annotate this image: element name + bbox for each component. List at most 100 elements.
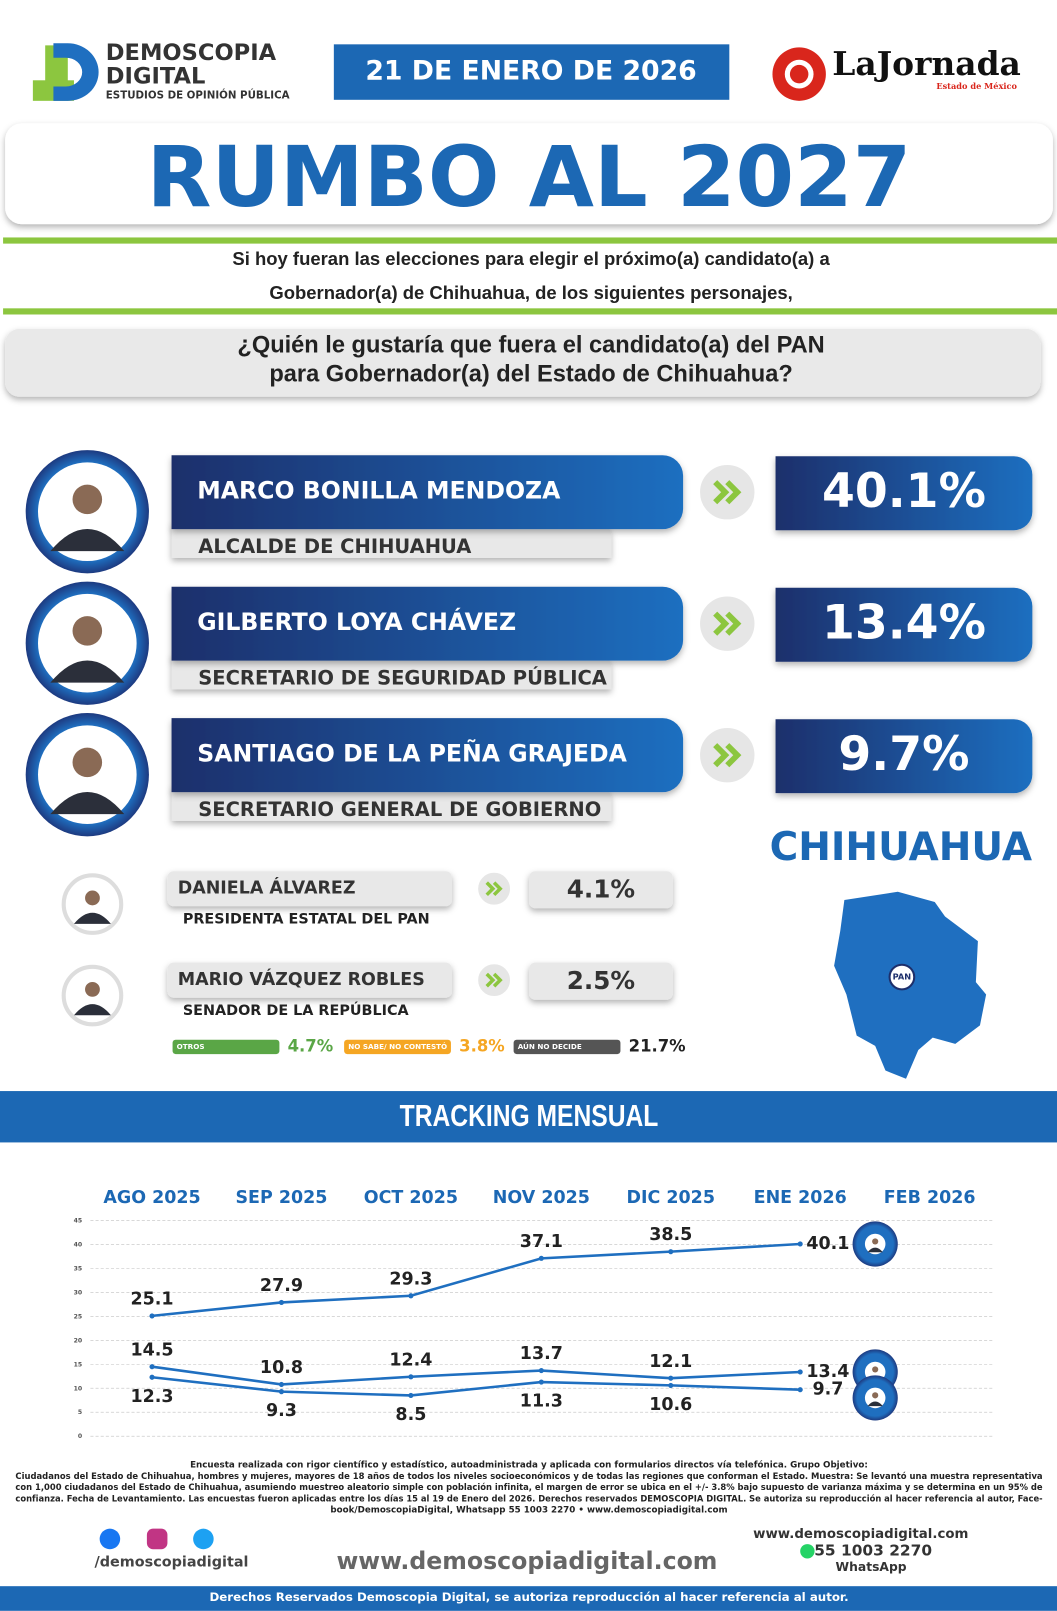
photo-body: [50, 660, 125, 683]
series-line: [151, 1375, 801, 1397]
result-box: [529, 871, 673, 909]
intro-text: Gobernador(a) de Chihuahua, de los sigui…: [269, 282, 792, 303]
y-tick-label: 25: [74, 1313, 83, 1320]
divider: [3, 308, 1057, 315]
result-box: [529, 962, 673, 1000]
others-label: OTROS: [177, 1042, 205, 1051]
arrow-icon: [485, 881, 503, 897]
value-label: 12.1: [649, 1352, 692, 1372]
twitter-icon[interactable]: [193, 1528, 214, 1550]
brand-logo: [32, 43, 99, 101]
candidate-name: SANTIAGO DE LA PEÑA GRAJEDA: [197, 740, 627, 768]
candidate-result: 9.7%: [838, 727, 969, 782]
date: 21 DE ENERO DE 2026: [365, 56, 696, 87]
partner-edition: Estado de México: [936, 81, 1017, 91]
social-handle: /demoscopiadigital: [95, 1555, 249, 1571]
y-tick-label: 15: [74, 1361, 83, 1368]
role-bar: [171, 523, 612, 558]
state-name: CHIHUAHUA: [770, 825, 1032, 870]
methodology: Encuesta realizada con rigor científico …: [190, 1459, 868, 1470]
y-tick-label: 45: [74, 1217, 83, 1224]
value-label: 14.5: [130, 1340, 173, 1360]
instagram-icon[interactable]: [146, 1528, 168, 1550]
candidate-result: 4.1%: [567, 875, 635, 904]
brand-name: DEMOSCOPIA: [106, 40, 277, 66]
value-label: 12.3: [130, 1387, 173, 1407]
candidate-role: PRESIDENTA ESTATAL DEL PAN: [183, 912, 430, 928]
x-tick-label: DIC 2025: [627, 1188, 715, 1208]
arrow-icon: [713, 611, 742, 636]
candidate-result: 40.1%: [822, 464, 986, 519]
point: [538, 1255, 544, 1261]
y-tick-label: 5: [78, 1409, 82, 1416]
name-bar: [171, 586, 684, 661]
phone: 55 1003 2270: [814, 1542, 932, 1560]
value-label: 12.4: [389, 1350, 432, 1370]
point: [278, 1299, 285, 1306]
name-bar: [167, 871, 452, 907]
candidate-result: 2.5%: [567, 966, 635, 995]
photo-head: [72, 747, 103, 778]
y-tick-label: 20: [74, 1337, 83, 1344]
series-line: [151, 1365, 801, 1386]
photo-body: [867, 1401, 883, 1407]
photo-body: [50, 528, 125, 552]
value-label: 11.3: [520, 1392, 563, 1412]
others-bar: [172, 1039, 280, 1055]
point: [538, 1379, 544, 1385]
y-tick-label: 10: [74, 1385, 83, 1392]
tracking-band: [0, 1091, 1057, 1143]
x-tick-label: AGO 2025: [103, 1188, 200, 1208]
website: www.demoscopiadigital.com: [337, 1547, 718, 1575]
photo-head: [85, 981, 100, 997]
photo-head: [85, 890, 100, 906]
photo-body: [50, 791, 125, 815]
others-result: 4.7%: [288, 1036, 334, 1055]
others-bar: [344, 1039, 451, 1055]
date-box: [333, 44, 730, 100]
partner-logo: [772, 47, 826, 101]
point: [408, 1392, 414, 1399]
candidate-role: ALCALDE DE CHIHUAHUA: [198, 535, 471, 558]
footer-band: [0, 1586, 1057, 1611]
photo-body: [73, 1004, 111, 1016]
point: [797, 1369, 803, 1375]
photo-head: [72, 616, 103, 646]
point: [538, 1367, 544, 1374]
divider: [3, 237, 1057, 244]
point: [408, 1374, 414, 1380]
value-label: 8.5: [395, 1405, 426, 1425]
y-tick-label: 35: [74, 1265, 83, 1272]
x-tick-label: FEB 2026: [884, 1188, 976, 1208]
result-box: [775, 456, 1033, 531]
facebook-icon[interactable]: [99, 1528, 121, 1550]
arrow-icon: [713, 743, 742, 768]
candidate-name: MARCO BONILLA MENDOZA: [197, 477, 561, 505]
photo-head: [72, 484, 103, 515]
photo-body: [73, 912, 111, 924]
x-tick-label: NOV 2025: [493, 1188, 590, 1208]
methodology: con 1,000 ciudadanos del Estado de Chihu…: [15, 1482, 1042, 1493]
tracking-title: TRACKING MENSUAL: [400, 1098, 659, 1132]
candidate-name: GILBERTO LOYA CHÁVEZ: [197, 608, 516, 636]
point: [668, 1375, 674, 1381]
y-tick-label: 0: [78, 1433, 82, 1440]
photo-head: [872, 1238, 879, 1245]
arrow-icon: [485, 972, 503, 988]
point: [149, 1313, 155, 1319]
value-label: 13.7: [520, 1344, 563, 1364]
candidate-result: 13.4%: [822, 596, 986, 651]
value-label: 27.9: [260, 1276, 303, 1296]
question-text: para Gobernador(a) del Estado de Chihuah…: [269, 361, 792, 387]
question-box: [5, 328, 1041, 397]
value-label: 25.1: [130, 1289, 173, 1309]
y-tick-label: 30: [74, 1289, 83, 1296]
y-tick-label: 40: [74, 1241, 83, 1248]
value-label: 9.3: [266, 1401, 297, 1421]
value-label: 13.4: [806, 1362, 849, 1382]
value-label: 10.8: [260, 1358, 303, 1378]
candidate-role: SECRETARIO DE SEGURIDAD PÚBLICA: [198, 666, 607, 690]
intro-text: Si hoy fueran las elecciones para elegir…: [232, 248, 830, 269]
candidate-name: DANIELA ÁLVAREZ: [178, 877, 356, 899]
title: RUMBO AL 2027: [147, 128, 912, 226]
